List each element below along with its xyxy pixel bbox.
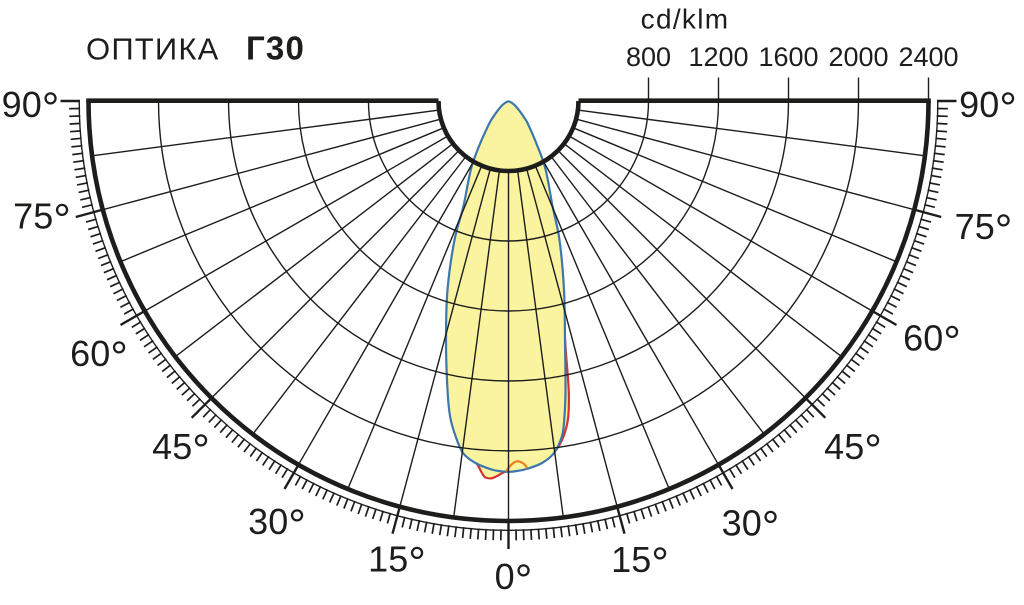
svg-text:1200: 1200 [688, 42, 748, 72]
svg-text:1600: 1600 [758, 42, 818, 72]
svg-text:0°: 0° [495, 556, 533, 600]
svg-text:2400: 2400 [898, 42, 958, 72]
svg-text:2000: 2000 [828, 42, 888, 72]
svg-text:ОПТИКА: ОПТИКА [86, 32, 220, 67]
svg-text:cd/klm: cd/klm [641, 4, 730, 35]
svg-text:Г30: Г30 [246, 30, 305, 67]
svg-text:800: 800 [626, 42, 671, 72]
